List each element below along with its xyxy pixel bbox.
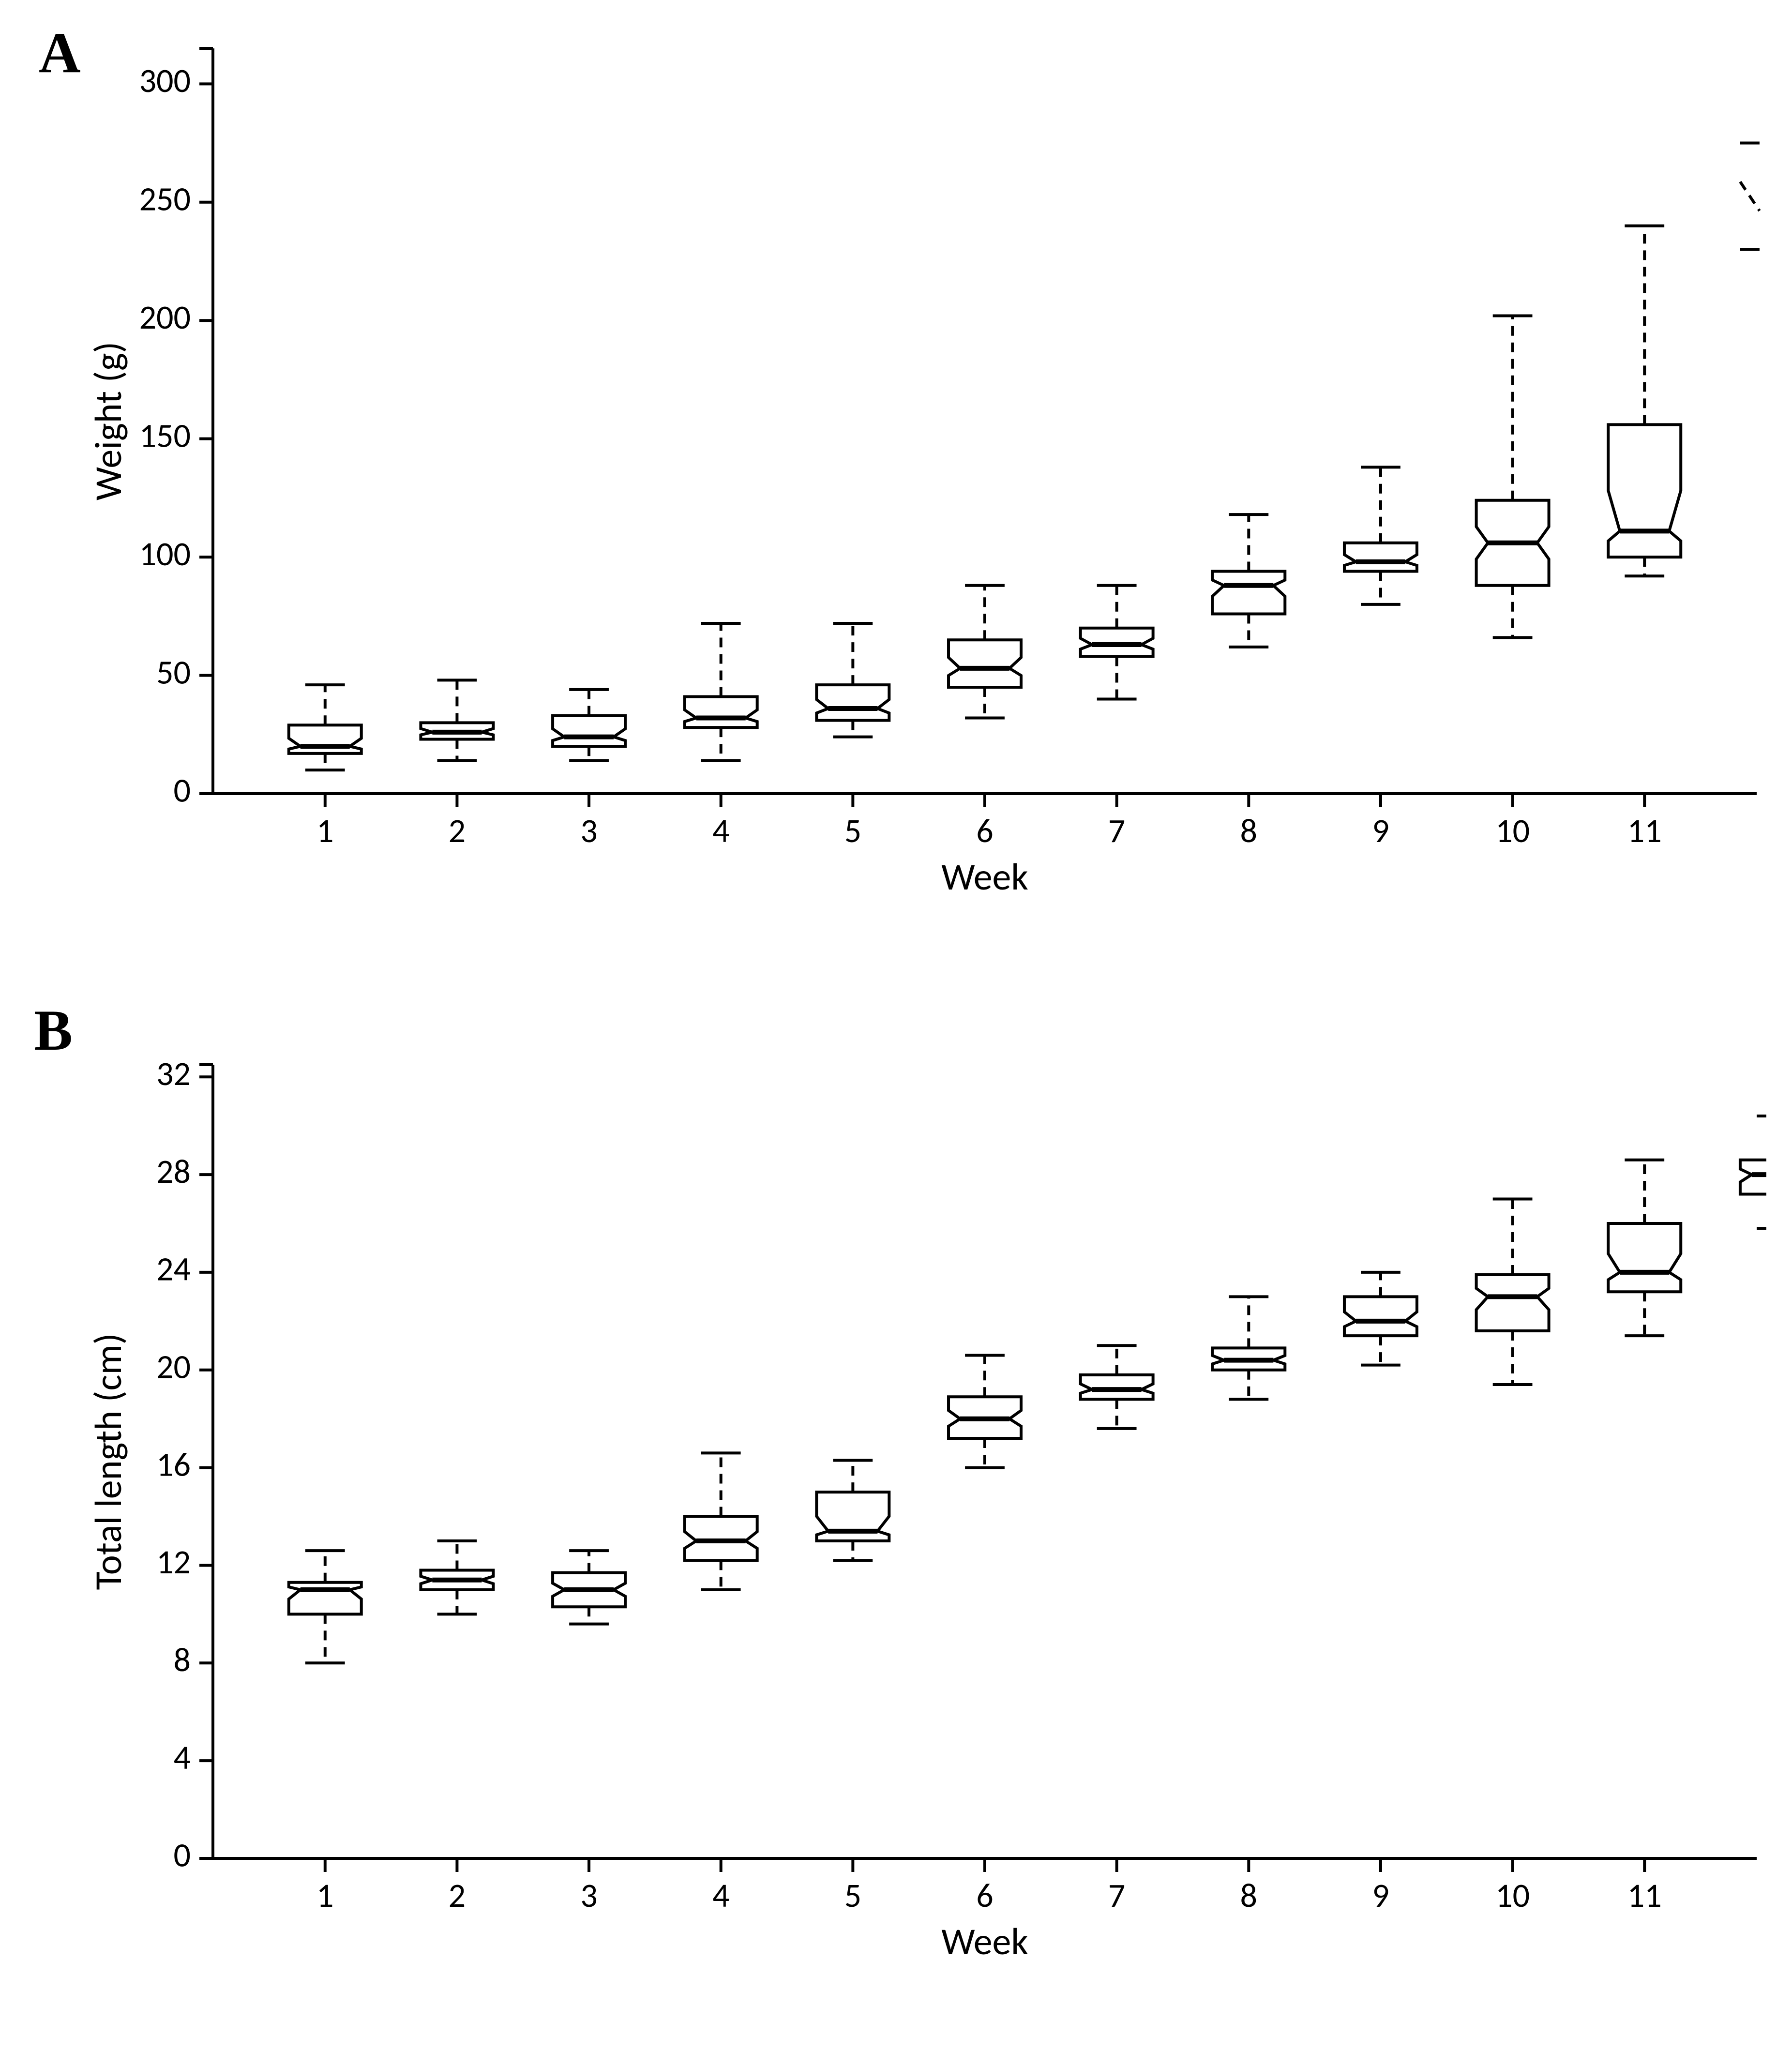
- chart-b-box-5: [816, 1492, 889, 1541]
- chart-b-x-tick-label: 11: [1627, 1874, 1662, 1916]
- chart-a-y-tick-label: 150: [139, 414, 191, 456]
- chart-a-y-tick-label: 300: [139, 60, 191, 101]
- panel-label-b: B: [34, 997, 73, 1064]
- chart-a-x-tick-label: 7: [1108, 810, 1125, 851]
- chart-b-y-tick-label: 0: [174, 1834, 191, 1876]
- chart-b-x-tick-label: 2: [449, 1874, 466, 1916]
- chart-b-y-tick-label: 16: [156, 1443, 191, 1485]
- chart-a-box-6: [949, 640, 1021, 687]
- chart-b-x-tick-label: 8: [1240, 1874, 1257, 1916]
- chart-a-box-11: [1608, 424, 1681, 557]
- chart-b-y-tick-label: 8: [174, 1639, 191, 1680]
- chart-a-fragment-dash: [1740, 182, 1760, 211]
- chart-b-x-title: Week: [941, 1918, 1028, 1964]
- chart-a-svg: 0 50 100 150 200 250 300 1 2 3 4 5 6 7 8 9 10 11 Week Weigh…: [87, 29, 1766, 900]
- chart-b-y-tick-label: 28: [156, 1150, 191, 1192]
- chart-a-y-tick-label: 0: [174, 769, 191, 811]
- chart-a-y-tick-label: 100: [139, 533, 191, 574]
- chart-b-svg: 04812162024283212345678910111WeekTotal l…: [87, 1045, 1766, 1965]
- chart-b-x-tick-label: 6: [976, 1874, 993, 1916]
- chart-b-y-tick-label: 20: [156, 1345, 191, 1387]
- chart-b-box-10: [1476, 1275, 1549, 1331]
- chart-b-box-extra: [1740, 1160, 1766, 1194]
- page: A 0501001502002503001234567891011WeekWei…: [0, 0, 1792, 2066]
- chart-b-y-tick-label: 32: [156, 1053, 191, 1094]
- chart-a-x-tick-label: 2: [449, 810, 466, 851]
- chart-a-x-tick-label: 10: [1495, 810, 1530, 851]
- chart-b-x-tick-label: 7: [1108, 1874, 1125, 1916]
- chart-a-box-4: [685, 697, 757, 728]
- chart-a-x-tick-label: 4: [712, 810, 729, 851]
- chart-a-x-tick-label: 3: [580, 810, 597, 851]
- chart-b-box-4: [685, 1517, 757, 1561]
- chart-b-x-tick-label: 4: [712, 1874, 729, 1916]
- chart-a-x-tick-label: 5: [844, 810, 861, 851]
- chart-b-x-tick-label: 5: [844, 1874, 861, 1916]
- chart-b-box-9: [1344, 1297, 1417, 1336]
- chart-a-y-tick-label: 50: [156, 651, 191, 693]
- chart-b-x-tick-label: 1: [316, 1874, 333, 1916]
- chart-a-x-title: Week: [941, 854, 1028, 900]
- chart-b-y-tick-label: 4: [174, 1736, 191, 1778]
- chart-a-box-1: [289, 725, 361, 754]
- chart-b-x-tick-label: 3: [580, 1874, 597, 1916]
- chart-a-x-tick-label: 6: [976, 810, 993, 851]
- chart-a-x-tick-label: 8: [1240, 810, 1257, 851]
- chart-a-box-5: [816, 685, 889, 720]
- chart-a-y-tick-label: 250: [139, 178, 191, 219]
- chart-b-box-7: [1081, 1375, 1153, 1399]
- chart-a-x-tick-label: 9: [1372, 810, 1389, 851]
- chart-a-y-tick-label: 200: [139, 296, 191, 338]
- chart-b-y-tick-label: 24: [156, 1248, 191, 1290]
- chart-a-x-tick-label: 1: [316, 810, 333, 851]
- chart-b-box-1: [289, 1583, 361, 1614]
- chart-b-box-11: [1608, 1223, 1681, 1292]
- chart-a: 0 50 100 150 200 250 300 1 2 3 4 5 6 7 8 9 10 11 Week Weigh…: [87, 29, 1766, 900]
- chart-b: 04812162024283212345678910111WeekTotal l…: [87, 1045, 1766, 1965]
- chart-a-y-title: Weight (g): [87, 342, 131, 500]
- chart-b-x-tick-label: 9: [1372, 1874, 1389, 1916]
- chart-a-box-9: [1344, 543, 1417, 572]
- chart-a-box-8: [1212, 571, 1285, 614]
- panel-label-a: A: [39, 19, 81, 86]
- chart-b-y-tick-label: 12: [156, 1541, 191, 1583]
- chart-a-box-3: [553, 716, 625, 747]
- chart-a-x-tick-label: 11: [1627, 810, 1662, 851]
- chart-b-x-tick-label: 10: [1495, 1874, 1530, 1916]
- chart-b-y-title: Total length (cm): [87, 1333, 131, 1590]
